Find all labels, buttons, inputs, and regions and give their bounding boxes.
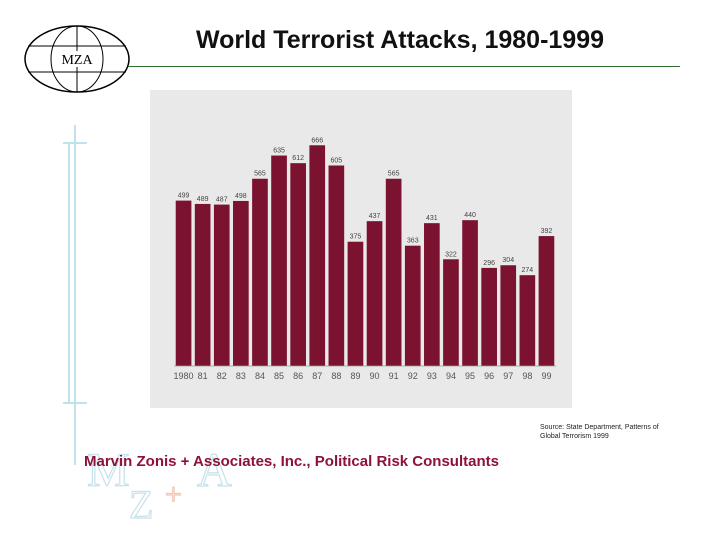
value-label-82: 487 — [216, 197, 228, 204]
value-label-86: 612 — [292, 155, 304, 162]
category-label-84: 84 — [255, 371, 265, 381]
bar-97 — [500, 265, 517, 366]
category-label-1980: 1980 — [174, 371, 194, 381]
category-label-98: 98 — [522, 371, 532, 381]
value-label-98: 274 — [522, 267, 534, 274]
value-label-85: 635 — [273, 148, 285, 155]
watermark-plus: + — [165, 478, 182, 511]
category-label-97: 97 — [503, 371, 513, 381]
category-label-82: 82 — [217, 371, 227, 381]
category-label-86: 86 — [293, 371, 303, 381]
bar-95 — [462, 220, 478, 366]
bar-93 — [424, 223, 440, 366]
bar-84 — [252, 178, 268, 366]
value-label-87: 666 — [311, 137, 323, 144]
source-line-1: Source: State Department, Patterns of — [540, 424, 659, 431]
page-title: World Terrorist Attacks, 1980-1999 — [195, 26, 605, 54]
category-label-83: 83 — [236, 371, 246, 381]
value-label-89: 375 — [350, 234, 362, 241]
watermark-a: A — [197, 444, 232, 497]
decorative-vertical-line — [63, 125, 87, 465]
category-label-85: 85 — [274, 371, 284, 381]
value-label-96: 296 — [483, 260, 495, 267]
value-label-88: 605 — [331, 157, 343, 164]
category-label-89: 89 — [350, 371, 360, 381]
bar-94 — [443, 259, 459, 366]
bar-1980 — [175, 200, 192, 366]
bar-86 — [290, 163, 306, 366]
category-label-93: 93 — [427, 371, 437, 381]
watermark-m: M — [87, 444, 130, 497]
bar-91 — [385, 178, 402, 366]
value-label-92: 363 — [407, 238, 419, 245]
bar-83 — [233, 200, 249, 366]
value-label-95: 440 — [464, 212, 476, 219]
value-label-84: 565 — [254, 171, 266, 178]
bar-96 — [481, 267, 497, 366]
bar-81 — [194, 203, 211, 366]
mza-watermark: M Z + A — [86, 443, 232, 520]
bar-85 — [271, 155, 287, 366]
value-label-94: 322 — [445, 251, 457, 258]
bar-88 — [328, 165, 345, 366]
source-line-2: Global Terrorism 1999 — [540, 433, 609, 440]
bar-87 — [309, 145, 326, 366]
bar-99 — [538, 236, 555, 366]
value-label-91: 565 — [388, 171, 400, 178]
mza-logo: MZA — [24, 25, 130, 93]
value-label-90: 437 — [369, 213, 381, 220]
category-label-90: 90 — [370, 371, 380, 381]
value-label-99: 392 — [541, 228, 553, 235]
title-divider — [128, 66, 680, 67]
category-label-94: 94 — [446, 371, 456, 381]
category-label-95: 95 — [465, 371, 475, 381]
category-label-96: 96 — [484, 371, 494, 381]
bar-92 — [404, 245, 421, 366]
category-label-87: 87 — [312, 371, 322, 381]
category-label-81: 81 — [198, 371, 208, 381]
bar-89 — [347, 241, 364, 366]
value-label-1980: 499 — [178, 193, 190, 200]
category-label-88: 88 — [331, 371, 341, 381]
watermark-z: Z — [129, 482, 153, 520]
bar-98 — [519, 275, 536, 366]
value-label-97: 304 — [502, 257, 514, 264]
value-label-83: 498 — [235, 193, 247, 200]
source-note: Source: State Department, Patterns of Gl… — [540, 423, 700, 441]
company-footer: Marvin Zonis + Associates, Inc., Politic… — [84, 453, 499, 470]
bar-82 — [213, 204, 230, 366]
category-label-99: 99 — [541, 371, 551, 381]
bar-chart: 499 1980 489 81 487 82 498 83 565 84 635 85 612 86 666… — [174, 137, 556, 381]
value-label-81: 489 — [197, 196, 209, 203]
category-label-92: 92 — [408, 371, 418, 381]
category-label-91: 91 — [389, 371, 399, 381]
bar-90 — [366, 221, 383, 366]
value-label-93: 431 — [426, 215, 438, 222]
logo-text: MZA — [61, 53, 93, 68]
